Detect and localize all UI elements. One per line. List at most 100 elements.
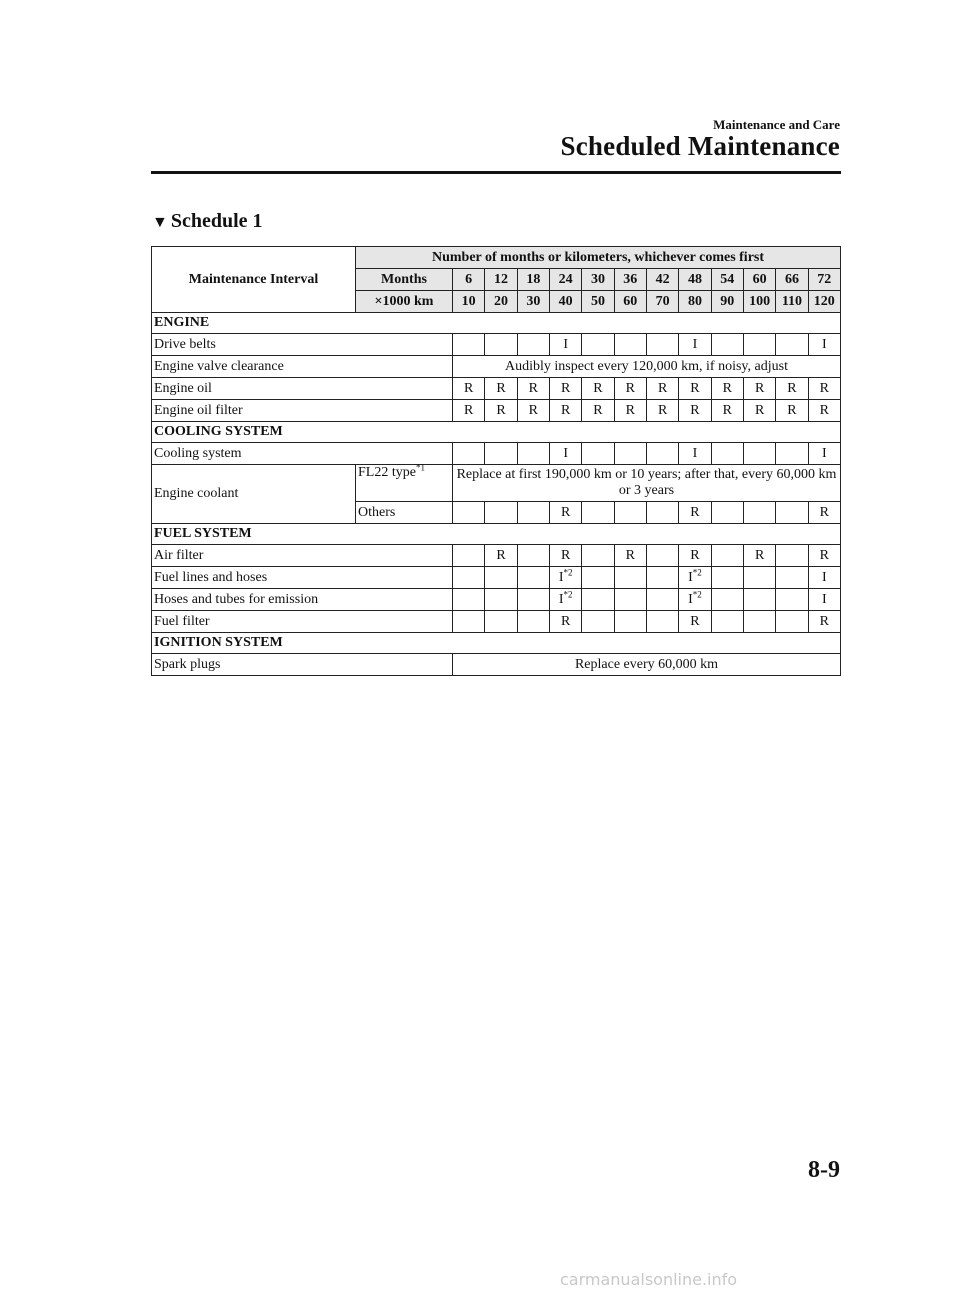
interval-cell: R <box>775 377 809 400</box>
mark: R <box>819 380 829 396</box>
interval-cell <box>775 544 809 567</box>
schedule-title: Schedule 1 <box>170 210 263 232</box>
item-label: Drive belts <box>151 333 453 356</box>
interval-cell <box>581 442 615 465</box>
months-value: 12 <box>484 268 518 291</box>
months-value: 60 <box>742 268 777 291</box>
interval-cell: R <box>548 399 583 422</box>
interval-cell: R <box>613 377 647 400</box>
interval-cell <box>451 501 486 524</box>
interval-cell: I <box>807 442 842 465</box>
interval-cell <box>710 588 744 611</box>
table-row: Cooling system I I I <box>151 442 842 465</box>
item-label: Engine valve clearance <box>151 355 453 378</box>
interval-cell <box>451 544 486 567</box>
mark: R <box>528 380 538 396</box>
page-number: 8-9 <box>808 1157 840 1183</box>
footnote-ref: *2 <box>563 566 573 577</box>
span-note: Audibly inspect every 120,000 km, if noi… <box>452 355 841 378</box>
interval-cell: R <box>807 544 842 567</box>
table-row: Engine valve clearance Audibly inspect ev… <box>151 355 841 378</box>
interval-cell <box>613 566 647 589</box>
section-header: Maintenance and Care <box>713 117 840 132</box>
mark: R <box>690 380 700 396</box>
mark: R <box>560 547 571 563</box>
mark: R <box>819 547 829 563</box>
header-row: Maintenance Interval Number of months or… <box>151 246 841 313</box>
table-row: Spark plugs Replace every 60,000 km <box>151 653 841 676</box>
section-row: COOLING SYSTEM <box>151 421 841 443</box>
interval-cell <box>581 566 615 589</box>
interval-cell <box>645 501 680 524</box>
item-label: Hoses and tubes for emission <box>151 588 453 611</box>
interval-cell <box>581 501 615 524</box>
interval-cell: R <box>807 399 842 422</box>
mark: R <box>463 380 474 396</box>
interval-cell <box>581 610 615 633</box>
interval-cell: R <box>645 377 680 400</box>
km-value: 10 <box>451 290 486 313</box>
interval-cell: R <box>678 501 712 524</box>
sub-label: FL22 type*1 <box>355 463 453 502</box>
interval-cell <box>451 588 486 611</box>
mark: R <box>690 547 700 563</box>
mark: R <box>754 380 765 396</box>
interval-cell <box>742 566 777 589</box>
interval-cell <box>645 566 680 589</box>
interval-cell <box>613 588 647 611</box>
interval-cell <box>516 442 550 465</box>
mark: R <box>496 547 506 563</box>
months-value: 54 <box>710 268 744 291</box>
interval-cell <box>516 588 550 611</box>
watermark: carmanualsonline.info <box>560 1270 738 1289</box>
sub-label: Others <box>355 501 453 524</box>
interval-cell: R <box>548 501 583 524</box>
footnote-ref: *2 <box>692 566 702 577</box>
mark: R <box>625 547 635 563</box>
section-row: IGNITION SYSTEM <box>151 632 841 654</box>
mark: R <box>560 402 571 418</box>
interval-cell <box>613 501 647 524</box>
mark: I <box>692 445 698 461</box>
interval-cell <box>742 442 777 465</box>
interval-cell: I <box>678 333 712 356</box>
mark: R <box>463 402 474 418</box>
interval-cell: R <box>645 399 680 422</box>
mark: I <box>821 591 827 607</box>
interval-cell <box>451 333 486 356</box>
mark: I <box>692 336 698 352</box>
interval-cell <box>775 566 809 589</box>
interval-cell <box>516 544 550 567</box>
interval-cell: R <box>775 399 809 422</box>
item-label: Air filter <box>151 544 453 567</box>
interval-cell: R <box>742 399 777 422</box>
interval-cell <box>613 610 647 633</box>
km-label: ×1000 km <box>355 290 453 313</box>
mark: R <box>754 402 765 418</box>
mark: R <box>625 380 635 396</box>
interval-cell <box>484 566 518 589</box>
interval-cell <box>710 442 744 465</box>
months-value: 48 <box>678 268 712 291</box>
interval-cell: I <box>678 442 712 465</box>
mark: R <box>657 380 668 396</box>
section-label: ENGINE <box>151 312 841 334</box>
interval-cell: I*2 <box>548 566 583 589</box>
table-row: Others R R R <box>152 501 842 524</box>
months-value: 24 <box>548 268 583 291</box>
span-note: Replace every 60,000 km <box>452 653 841 676</box>
page-title: Scheduled Maintenance <box>560 131 840 161</box>
table-row: Drive belts I I I <box>151 333 842 356</box>
mark: R <box>560 504 571 520</box>
mark: R <box>496 402 506 418</box>
interval-cell <box>645 610 680 633</box>
section-label: IGNITION SYSTEM <box>151 632 841 654</box>
km-value: 70 <box>645 290 680 313</box>
interval-cell <box>742 610 777 633</box>
months-value: 66 <box>775 268 809 291</box>
interval-cell <box>710 501 744 524</box>
mark: R <box>787 380 797 396</box>
mark: I <box>821 336 827 352</box>
interval-cell: R <box>613 399 647 422</box>
interval-cell: R <box>548 377 583 400</box>
